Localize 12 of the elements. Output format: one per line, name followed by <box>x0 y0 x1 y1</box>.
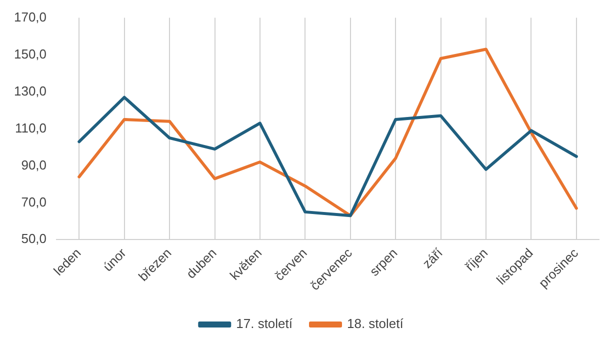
y-tick-label: 70,0 <box>21 194 47 210</box>
x-tick-label: září <box>420 244 446 272</box>
y-tick-label: 50,0 <box>21 231 47 246</box>
y-tick-label: 150,0 <box>14 46 47 62</box>
y-tick-label: 90,0 <box>21 157 47 172</box>
y-tick-label: 110,0 <box>14 120 47 136</box>
x-tick-label: říjen <box>462 245 491 274</box>
y-tick-label: 170,0 <box>14 9 47 24</box>
legend-label: 18. století <box>347 316 404 332</box>
y-tick-label: 130,0 <box>14 83 47 98</box>
legend-label: 17. století <box>236 316 293 332</box>
x-tick-label: únor <box>100 244 130 274</box>
